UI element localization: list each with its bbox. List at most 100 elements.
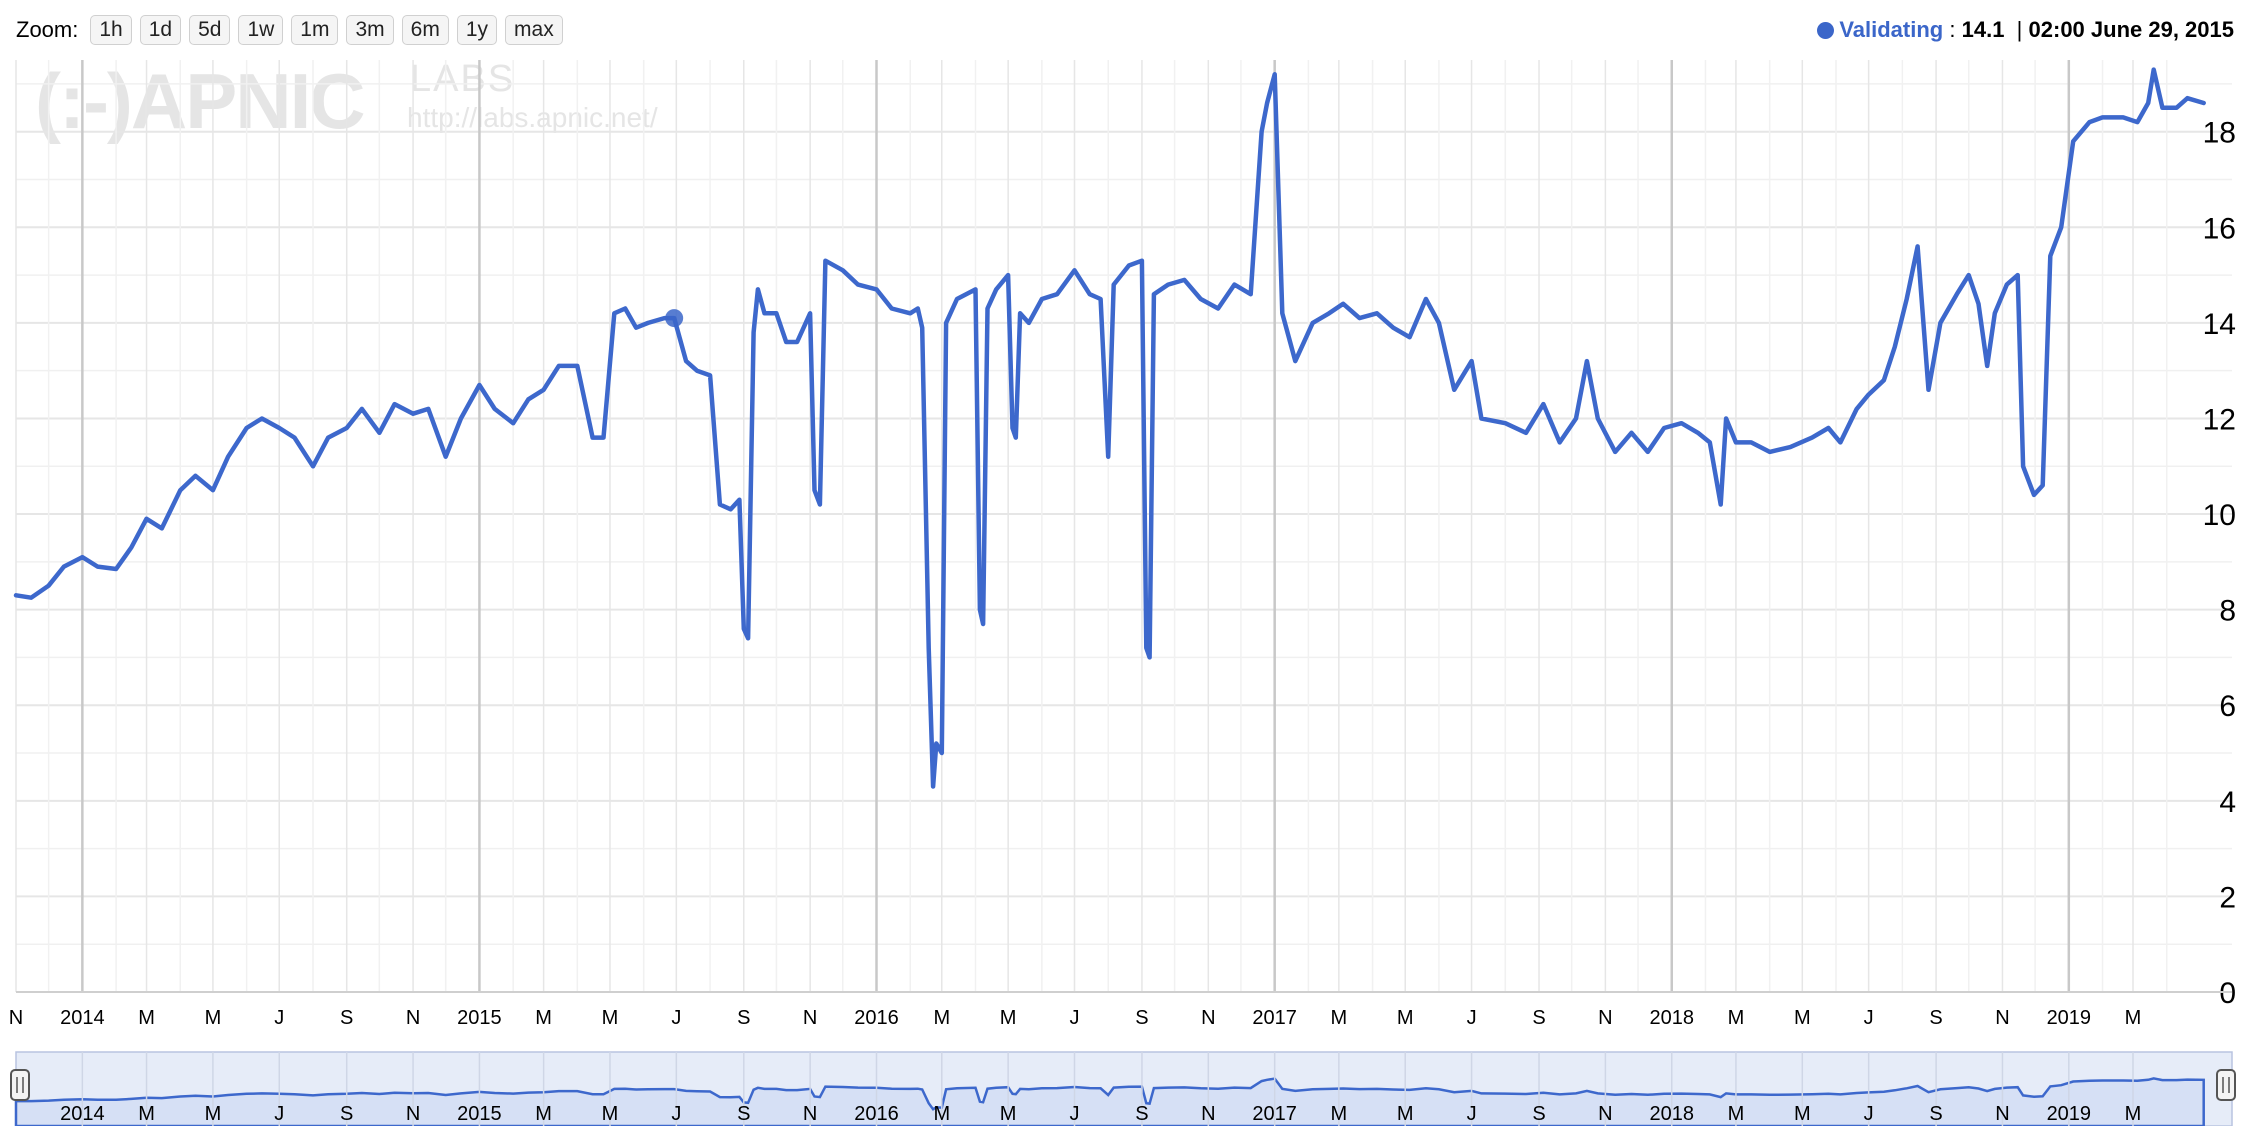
navigator-left-handle[interactable] <box>10 1069 30 1101</box>
x-tick-label: 2019 <box>2047 1007 2092 1029</box>
data-point <box>1866 392 1872 398</box>
data-point <box>728 506 734 512</box>
data-point <box>359 406 365 412</box>
x-tick-label: N <box>1598 1007 1612 1029</box>
y-axis: 0 2 4 6 8 10 12 14 16 18 <box>2203 117 2236 1010</box>
data-point <box>874 286 880 292</box>
legend-value: 14.1 <box>1961 17 2005 42</box>
navigator-tick-label: J <box>1864 1103 1874 1125</box>
legend: Validating : 14.1 | 02:00 June 29, 2015 <box>1817 14 2234 46</box>
highlight-point <box>665 309 684 328</box>
x-tick-label: 2017 <box>1252 1007 1297 1029</box>
data-point <box>943 320 949 326</box>
x-tick-label: S <box>1532 1007 1545 1029</box>
y-tick-label: 2 <box>2219 881 2236 914</box>
navigator[interactable]: 2014 M M J S N 2015 M M J S N 2016 M M J S N 2017 M M J S N 2018… <box>10 1051 2236 1126</box>
data-point <box>79 554 85 560</box>
data-point <box>28 595 34 601</box>
data-point <box>1139 258 1145 264</box>
navigator-tick-label: M <box>2125 1103 2142 1125</box>
data-point <box>1272 71 1278 77</box>
navigator-tick-label: 2015 <box>457 1103 502 1125</box>
data-point <box>244 425 250 431</box>
data-point <box>1984 363 1990 369</box>
data-point <box>1748 439 1754 445</box>
data-point <box>46 583 52 589</box>
data-point <box>590 435 596 441</box>
data-point <box>1126 263 1132 269</box>
zoom-1w-button[interactable]: 1w <box>238 15 284 45</box>
x-tick-label: N <box>1201 1007 1215 1029</box>
data-point <box>1259 129 1265 135</box>
data-point <box>1937 320 1943 326</box>
data-point <box>889 306 895 312</box>
data-point <box>1326 310 1332 316</box>
x-tick-label: N <box>803 1007 817 1029</box>
data-point <box>13 592 19 598</box>
zoom-1y-button[interactable]: 1y <box>456 15 498 45</box>
x-tick-label: 2015 <box>457 1007 502 1029</box>
zoom-5d-button[interactable]: 5d <box>189 15 231 45</box>
data-point <box>2100 114 2106 120</box>
zoom-6m-button[interactable]: 6m <box>401 15 449 45</box>
data-point <box>755 286 761 292</box>
data-point <box>622 306 628 312</box>
navigator-tick-label: N <box>1995 1103 2009 1125</box>
x-tick-label: M <box>205 1007 222 1029</box>
navigator-tick-label: J <box>671 1103 681 1125</box>
data-point <box>1573 415 1579 421</box>
navigator-tick-label: N <box>1201 1103 1215 1125</box>
data-point <box>2031 492 2037 498</box>
x-tick-label: J <box>1070 1007 1080 1029</box>
data-point <box>926 645 932 651</box>
data-point <box>633 325 639 331</box>
y-tick-label: 18 <box>2203 117 2236 150</box>
data-point <box>1215 306 1221 312</box>
data-point <box>325 435 331 441</box>
series-line-validating <box>13 67 2206 789</box>
navigator-tick-label: N <box>1598 1103 1612 1125</box>
data-point <box>984 306 990 312</box>
zoom-1h-button[interactable]: 1h <box>90 15 132 45</box>
data-point <box>919 325 925 331</box>
x-tick-label: M <box>535 1007 552 1029</box>
zoom-max-button[interactable]: max <box>505 15 563 45</box>
zoom-1m-button[interactable]: 1m <box>291 15 339 45</box>
data-point <box>1854 406 1860 412</box>
data-point <box>2184 95 2190 101</box>
data-point <box>392 401 398 407</box>
data-point <box>1039 296 1045 302</box>
x-tick-label: N <box>1995 1007 2009 1029</box>
data-point <box>751 329 757 335</box>
data-point <box>259 415 265 421</box>
data-point <box>973 286 979 292</box>
x-tick-label: M <box>1728 1007 1745 1029</box>
data-point <box>1787 444 1793 450</box>
navigator-tick-label: M <box>1794 1103 1811 1125</box>
zoom-1d-button[interactable]: 1d <box>139 15 182 45</box>
data-point <box>1628 430 1634 436</box>
data-point <box>443 454 449 460</box>
data-point <box>1723 415 1729 421</box>
data-point <box>1478 415 1484 421</box>
data-point <box>2047 253 2053 259</box>
x-tick-label: M <box>1794 1007 1811 1029</box>
navigator-tick-label: M <box>205 1103 222 1125</box>
navigator-right-handle[interactable] <box>2216 1069 2236 1101</box>
data-point <box>807 310 813 316</box>
data-point <box>1540 401 1546 407</box>
data-point <box>977 607 983 613</box>
data-point <box>159 525 165 531</box>
navigator-tick-label: S <box>737 1103 750 1125</box>
zoom-3m-button[interactable]: 3m <box>346 15 394 45</box>
x-tick-label: J <box>1864 1007 1874 1029</box>
data-point <box>1892 344 1898 350</box>
data-point <box>376 430 382 436</box>
data-point <box>2134 119 2140 125</box>
data-point <box>694 368 700 374</box>
data-point <box>1809 435 1815 441</box>
data-point <box>1954 291 1960 297</box>
data-point <box>993 286 999 292</box>
navigator-tick-label: S <box>1929 1103 1942 1125</box>
